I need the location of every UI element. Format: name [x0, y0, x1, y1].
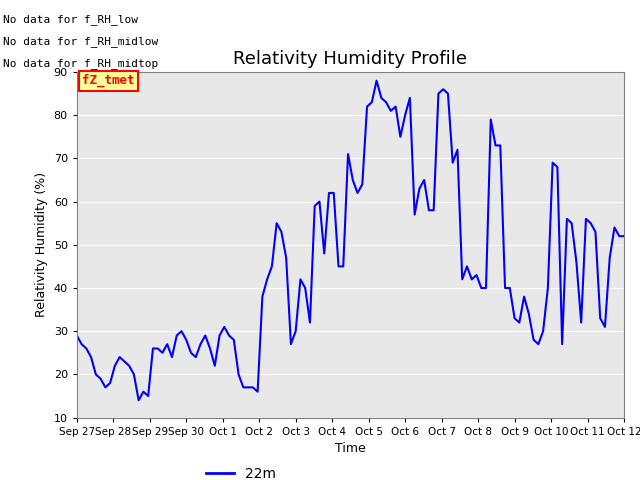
Text: No data for f_RH_midtop: No data for f_RH_midtop	[3, 58, 159, 69]
Y-axis label: Relativity Humidity (%): Relativity Humidity (%)	[35, 172, 48, 317]
Text: fZ_tmet: fZ_tmet	[83, 74, 135, 87]
Legend: 22m: 22m	[200, 462, 282, 480]
X-axis label: Time: Time	[335, 442, 366, 455]
Text: No data for f_RH_midlow: No data for f_RH_midlow	[3, 36, 159, 47]
Title: Relativity Humidity Profile: Relativity Humidity Profile	[234, 49, 467, 68]
Text: No data for f_RH_low: No data for f_RH_low	[3, 14, 138, 25]
